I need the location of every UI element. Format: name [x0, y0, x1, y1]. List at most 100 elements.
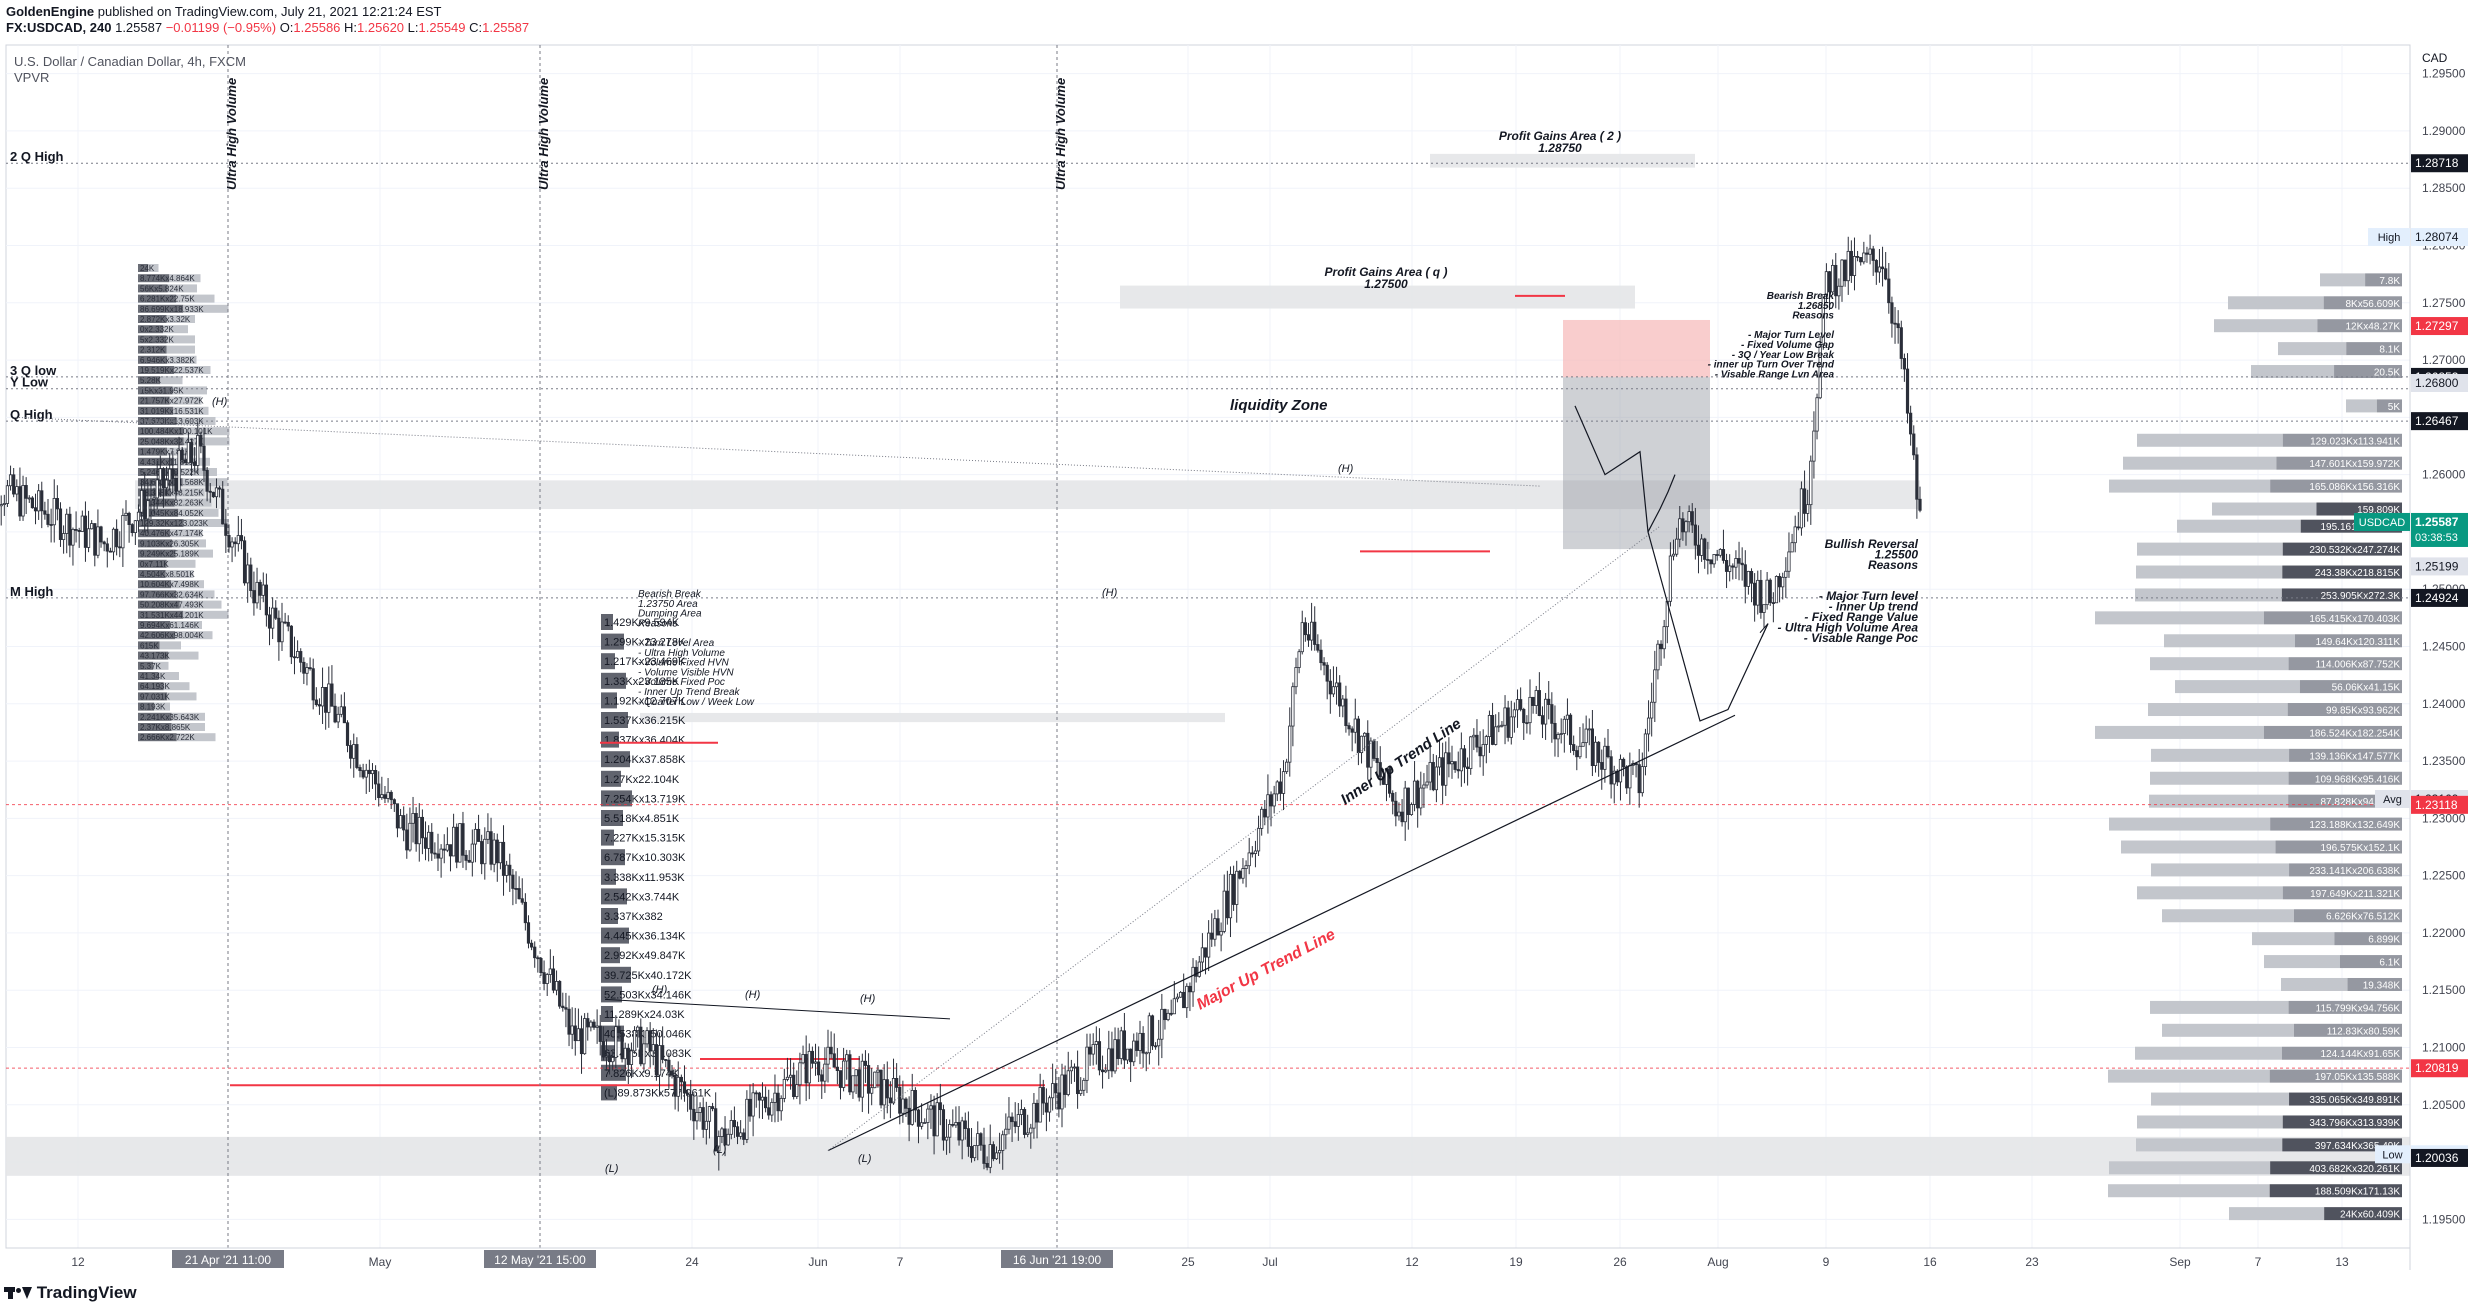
candle — [1185, 985, 1189, 1009]
volume-profile-bar-up — [2346, 399, 2377, 413]
candle — [1372, 740, 1376, 759]
volume-profile-left-label: 100.484Kx100.101K — [140, 427, 213, 436]
candle — [1740, 562, 1744, 566]
candle — [1809, 460, 1813, 506]
candle — [1831, 264, 1835, 293]
candle — [420, 816, 425, 839]
candle — [1200, 947, 1204, 963]
candle — [620, 1032, 624, 1060]
candle — [280, 621, 284, 643]
bearish-break-left-line: - Inner Up Trend Break — [638, 687, 741, 698]
candle — [221, 488, 225, 525]
candle — [1331, 686, 1336, 695]
candle — [604, 1055, 609, 1058]
volume-profile-bar-up — [2137, 1115, 2283, 1129]
volume-profile-mid-bar — [601, 1006, 613, 1022]
candle — [1690, 511, 1694, 526]
volume-profile-label: 397.634Kx365.49K — [2315, 1141, 2400, 1152]
candle — [286, 621, 290, 627]
candle — [689, 1094, 693, 1110]
swing-label: (H) — [1102, 587, 1118, 599]
volume-profile-left-bar — [177, 468, 217, 476]
volume-profile-label: 19.348K — [2363, 980, 2401, 991]
volume-profile-bar-up — [2109, 479, 2271, 493]
tradingview-footer[interactable]: TradingView — [4, 1283, 137, 1303]
x-tick-label: 12 — [71, 1255, 85, 1269]
candle — [576, 1028, 581, 1042]
candle — [146, 500, 150, 520]
candle — [349, 745, 353, 759]
volume-profile-label: 165.415Kx170.403K — [2309, 614, 2400, 625]
volume-profile-bar-down — [2263, 725, 2402, 739]
candle — [1815, 397, 1819, 432]
candle — [1384, 768, 1389, 785]
x-tick-label: 25 — [1181, 1255, 1195, 1269]
volume-profile-label: 8.1K — [2379, 345, 2400, 356]
liquidity-zone-label: liquidity Zone — [1230, 397, 1328, 414]
candle — [1154, 1045, 1158, 1048]
candle — [1194, 966, 1198, 977]
candle — [1291, 686, 1295, 727]
candle — [1222, 890, 1226, 932]
candle — [1294, 667, 1298, 688]
candle — [1160, 1008, 1164, 1040]
candle — [1238, 870, 1242, 879]
candle — [1700, 538, 1704, 556]
candle — [898, 1087, 902, 1114]
volume-profile-label: 12Kx48.27K — [2346, 322, 2401, 333]
volume-profile-left-bar — [138, 549, 176, 558]
volume-profile-label: 123.188Kx132.649K — [2309, 820, 2400, 831]
volume-profile-bar-down — [2347, 977, 2402, 991]
candle — [1671, 553, 1676, 557]
candle — [1035, 1102, 1039, 1123]
volume-profile-left-bar — [138, 682, 164, 691]
candle — [723, 1128, 727, 1146]
volume-profile-bar-up — [2109, 817, 2271, 831]
candle — [1603, 745, 1607, 770]
candle — [1503, 707, 1507, 726]
candle — [71, 528, 75, 546]
price-label-line — [2411, 1148, 2468, 1167]
volume-profile-left-bar — [158, 672, 179, 680]
symbol-label[interactable]: FX:USDCAD, 240 — [6, 20, 112, 35]
volume-profile-mid-label: 39.725Kx40.172K — [604, 970, 692, 982]
candle — [1862, 252, 1866, 263]
candle — [1125, 1048, 1130, 1061]
candle — [1091, 1044, 1095, 1055]
candle — [1322, 662, 1326, 666]
volume-profile-left-bar — [138, 427, 184, 436]
price-label-high — [2411, 228, 2468, 247]
candle — [589, 1021, 593, 1028]
volume-profile-bar-up — [2151, 863, 2290, 877]
volume-profile-label: 149.64Kx120.311K — [2316, 637, 2401, 648]
candle — [105, 543, 109, 552]
candle — [355, 744, 359, 768]
publisher-name[interactable]: GoldenEngine — [6, 4, 95, 19]
candle — [177, 449, 181, 492]
swing-label: (H) — [860, 993, 876, 1005]
volume-profile-bar-down — [2282, 1138, 2402, 1152]
volume-profile-mid-label: 2.992Kx49.847K — [604, 950, 686, 962]
candle — [164, 479, 169, 489]
candle — [439, 848, 443, 859]
volume-profile-left-label: 2.872Kx3.32K — [140, 315, 191, 324]
dumping-area — [640, 712, 1225, 723]
volume-profile-left-bar — [138, 284, 168, 293]
volume-profile-mid-label: 1.27Kx22.104K — [604, 774, 680, 786]
candle — [757, 1092, 761, 1101]
candle — [1001, 1134, 1005, 1151]
candle — [358, 767, 362, 771]
candle — [68, 513, 72, 546]
candle — [1918, 498, 1922, 511]
candle — [1085, 1046, 1089, 1081]
candle — [751, 1092, 755, 1117]
candle — [436, 853, 440, 859]
y-tick-label: 1.24000 — [2422, 697, 2466, 711]
candle — [523, 901, 527, 924]
volume-profile-left-label: 6.281Kx22.75K — [140, 295, 195, 304]
indicator-name[interactable]: VPVR — [14, 70, 49, 85]
candle — [882, 1079, 886, 1106]
volume-profile-left-bar — [167, 284, 197, 293]
volume-profile-left-bar — [138, 580, 171, 589]
